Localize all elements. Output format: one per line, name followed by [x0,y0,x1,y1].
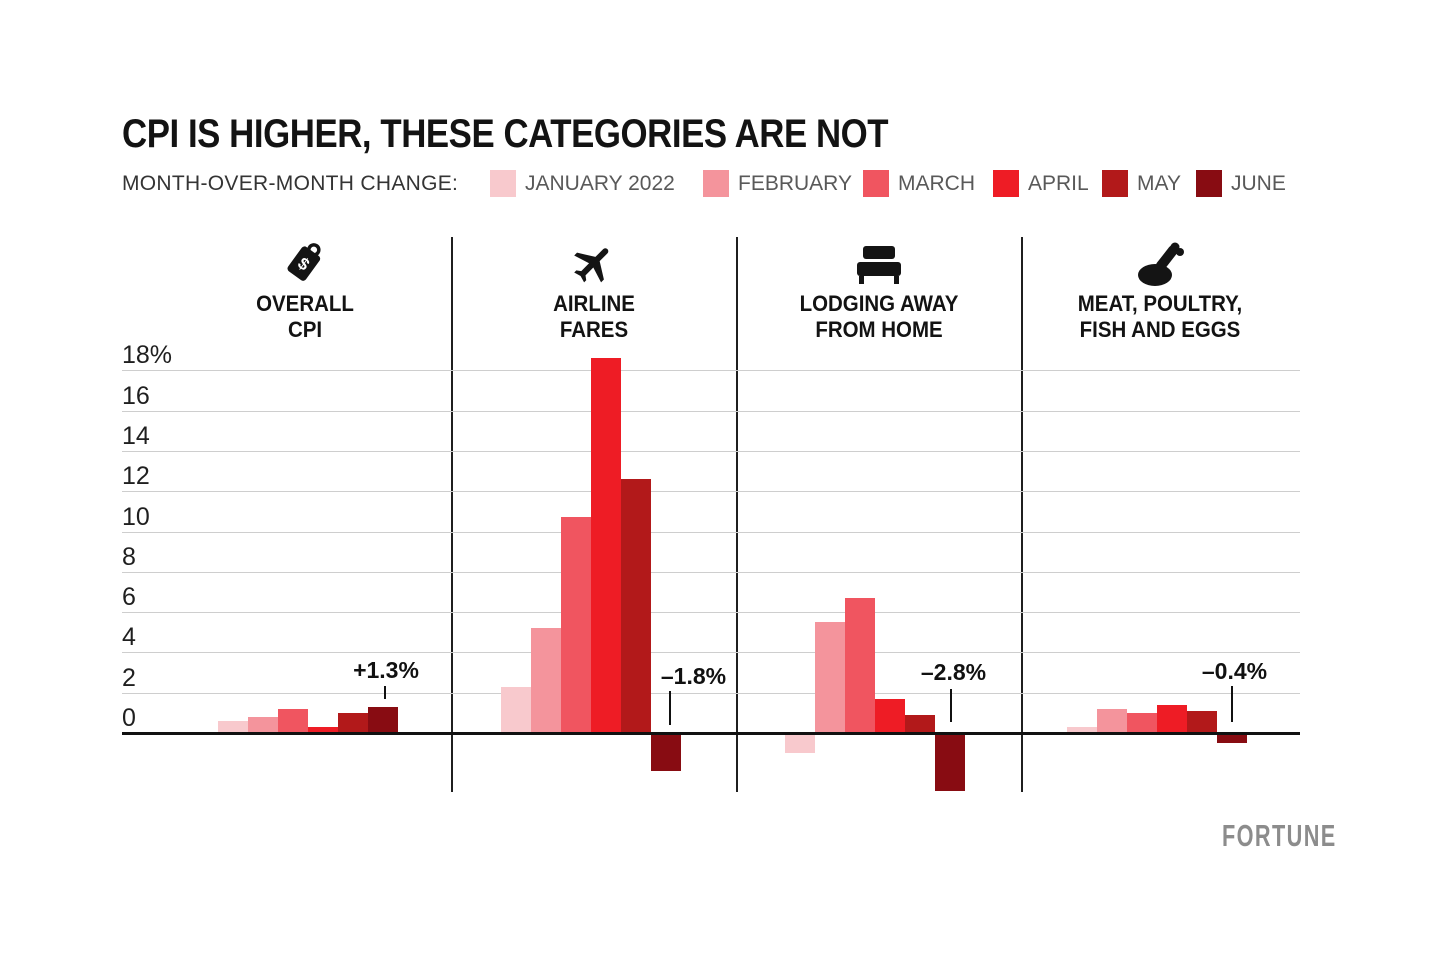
legend-item-may: MAY [1102,170,1181,197]
annotation-overall-cpi: +1.3% [353,657,419,683]
annotation-line [950,689,952,722]
bar-march [561,517,591,733]
legend-label: MAY [1137,171,1181,195]
bar-january [218,720,248,733]
bar-june [651,734,681,771]
bar-april [874,698,905,733]
annotation-airline-fares: –1.8% [660,663,727,689]
y-axis-tick-label: 0 [122,704,136,732]
annotation-line [669,691,671,725]
bar-february [1097,708,1127,733]
fortune-logo: FORTUNE [1222,818,1337,853]
bar-april [591,358,621,733]
legend-item-january: JANUARY 2022 [490,170,675,197]
legend-swatch-january-icon [490,170,516,197]
annotation-meat: –0.4% [1201,658,1268,684]
legend-caption: MONTH-OVER-MONTH CHANGE: [122,172,459,195]
gridline [122,450,1300,452]
bar-march [1127,712,1157,733]
panel-header-meat: MEAT, POULTRY, FISH AND EGGS [1050,236,1270,343]
panel-header-overall-cpi: $ OVERALL CPI [195,236,415,343]
bar-april [1157,704,1187,733]
chart-title: CPI IS HIGHER, THESE CATEGORIES ARE NOT [122,112,889,156]
y-axis-tick-label: 12 [122,462,150,491]
bar-june [368,706,398,733]
bed-icon [769,236,989,288]
y-axis-tick-label: 14 [122,421,150,450]
bar-june [1217,734,1247,743]
legend-label: JUNE [1231,171,1286,195]
y-axis-tick-label: 4 [122,623,136,652]
legend-label: JANUARY 2022 [525,171,675,195]
y-axis-tick-label: 16 [122,381,150,410]
zero-baseline [122,732,1300,735]
bar-february [248,716,278,733]
bar-march [844,598,875,733]
bar-june [934,734,965,791]
panel-title: MEAT, POULTRY, FISH AND EGGS [1077,291,1243,342]
annotation-line [1231,686,1233,722]
bar-february [814,622,845,733]
gridline [122,491,1300,493]
airplane-icon [484,236,704,288]
legend-label: APRIL [1028,171,1089,195]
legend-swatch-march-icon [863,170,889,197]
bar-may [904,714,935,733]
legend-label: MARCH [898,171,975,195]
bar-may [1187,710,1217,733]
legend-item-march: MARCH [863,170,975,197]
legend-swatch-april-icon [993,170,1019,197]
panel-divider [1021,237,1023,792]
poultry-icon [1050,236,1270,288]
gridline [122,410,1300,412]
panel-divider [451,237,453,792]
legend-label: FEBRUARY [738,171,852,195]
gridline [122,571,1300,573]
y-axis-tick-label: 6 [122,583,136,612]
gridline [122,612,1300,614]
panel-header-airline-fares: AIRLINE FARES [484,236,704,343]
legend-swatch-june-icon [1196,170,1222,197]
panel-divider [736,237,738,792]
annotation-line [384,686,386,699]
panel-header-lodging: LODGING AWAY FROM HOME [769,236,989,343]
y-axis-tick-label: 18% [122,341,173,370]
bar-january [784,734,815,753]
legend-item-april: APRIL [993,170,1089,197]
bar-may [621,479,651,733]
price-tag-icon: $ [195,236,415,288]
gridline [122,531,1300,533]
gridline [122,370,1300,372]
gridline [122,692,1300,694]
gridline [122,652,1300,654]
y-axis-tick-label: 2 [122,663,136,692]
y-axis-tick-label: 8 [122,542,136,571]
legend-swatch-february-icon [703,170,729,197]
legend-item-february: FEBRUARY [703,170,852,197]
legend-swatch-may-icon [1102,170,1128,197]
panel-title: LODGING AWAY FROM HOME [799,291,959,342]
bar-march [278,708,308,733]
legend-item-june: JUNE [1196,170,1286,197]
bar-april [308,727,338,733]
bar-february [531,628,561,733]
annotation-lodging: –2.8% [920,659,987,685]
panel-title: AIRLINE FARES [553,291,635,342]
bar-january [501,686,531,733]
bar-may [338,712,368,733]
panel-title: OVERALL CPI [256,291,354,342]
y-axis-tick-label: 10 [122,502,150,531]
bar-january [1067,727,1097,733]
